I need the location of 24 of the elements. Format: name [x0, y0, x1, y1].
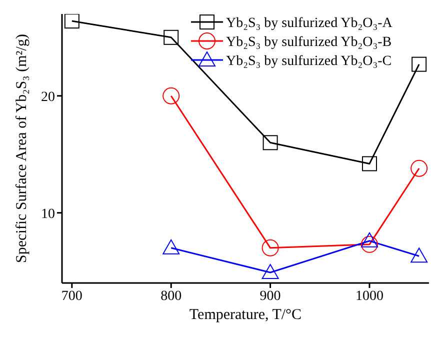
- legend-label: Yb₂S₃ by sulfurized Yb₂O₃-A: [226, 16, 394, 31]
- point: [410, 248, 428, 263]
- point: [360, 236, 378, 253]
- x-tick-label: 900: [260, 288, 281, 304]
- y-tick-label: 20: [41, 90, 55, 105]
- point: [362, 156, 377, 172]
- y-tick-label: 10: [41, 206, 55, 222]
- point: [360, 232, 378, 248]
- point: [162, 239, 180, 254]
- x-tick-label: 800: [160, 288, 182, 304]
- legend-label: Yb₂S₃ by sulfurized Yb₂O₃-B: [226, 35, 392, 50]
- y-axis-title: Specific Surface Area of Yb₂S₃ (m²/g): [14, 34, 30, 263]
- x-axis-title: Temperature, T/°C: [189, 307, 302, 323]
- point: [410, 160, 428, 177]
- point: [262, 239, 279, 256]
- legend-label: Yb₂S₃ by sulfurized Yb₂O₃-C: [226, 54, 392, 69]
- x-tick-label: 700: [61, 288, 82, 304]
- point: [162, 87, 180, 104]
- point: [262, 264, 279, 279]
- x-tick-label: 1000: [355, 288, 384, 304]
- point: [64, 14, 80, 29]
- point: [164, 30, 179, 45]
- point: [262, 135, 278, 150]
- point: [412, 56, 427, 72]
